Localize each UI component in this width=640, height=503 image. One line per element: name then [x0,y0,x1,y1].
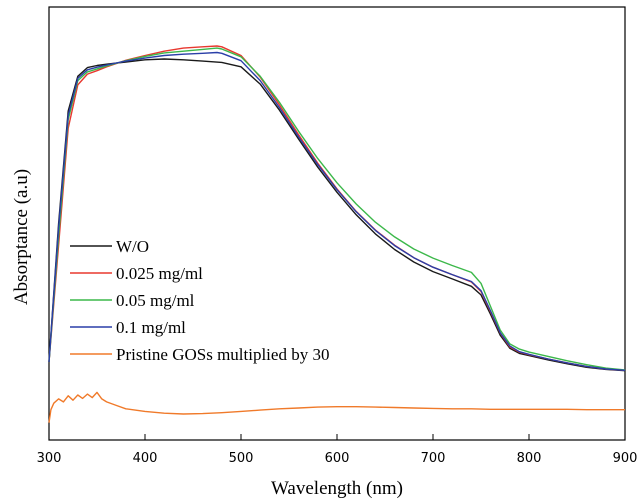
legend-label: 0.1 mg/ml [116,318,186,337]
x-tick-label: 600 [325,451,350,466]
x-axis: 300 400 500 600 700 800 900 [37,434,638,466]
x-tick-label: 400 [133,451,158,466]
y-axis-title: Absorptance (a.u) [11,169,32,305]
series-layer [48,45,626,423]
x-tick-label: 900 [613,451,638,466]
legend-label: W/O [116,237,149,256]
x-axis-title: Wavelength (nm) [271,478,403,499]
legend-label: 0.05 mg/ml [116,291,195,310]
x-tick-label: 500 [229,451,254,466]
series-line-1 [48,58,626,372]
x-tick-label: 700 [421,451,446,466]
series-line-5 [48,391,625,423]
x-tick-label: 800 [517,451,542,466]
plot-frame [48,6,626,441]
legend: W/O 0.025 mg/ml 0.05 mg/ml 0.1 mg/ml Pristin… [70,237,329,364]
series-line-4 [48,51,626,371]
legend-label: 0.025 mg/ml [116,264,203,283]
x-tick-label: 300 [37,451,62,466]
legend-label: Pristine GOSs multiplied by 30 [116,345,329,364]
